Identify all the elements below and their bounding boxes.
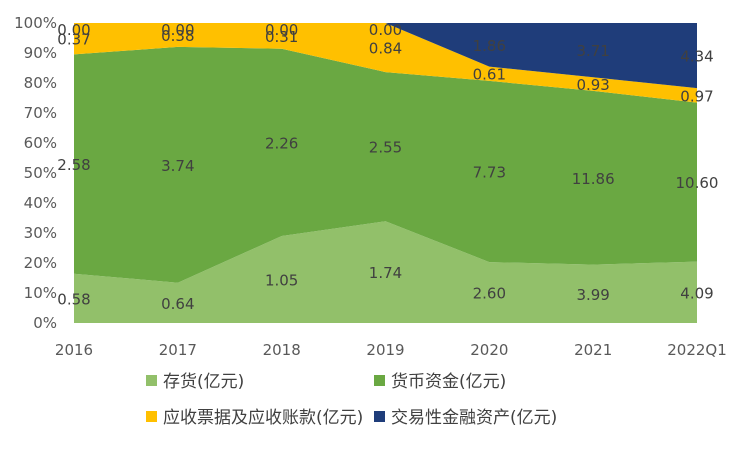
data-label: 2.60 bbox=[473, 285, 506, 303]
data-label: 11.86 bbox=[572, 170, 615, 188]
area-series-2 bbox=[74, 46, 697, 283]
y-tick-label: 0% bbox=[33, 314, 57, 332]
x-tick-label: 2022Q1 bbox=[667, 341, 727, 359]
data-label: 1.86 bbox=[473, 37, 506, 55]
y-tick-label: 10% bbox=[24, 284, 57, 302]
legend-label: 存货(亿元) bbox=[163, 372, 244, 392]
data-label: 7.73 bbox=[473, 163, 506, 181]
x-tick-label: 2021 bbox=[574, 341, 612, 359]
data-label: 2.58 bbox=[57, 156, 90, 174]
legend-label: 应收票据及应收账款(亿元) bbox=[163, 408, 363, 428]
y-tick-label: 20% bbox=[24, 254, 57, 272]
y-tick-label: 50% bbox=[24, 164, 57, 182]
data-label: 0.00 bbox=[265, 21, 298, 39]
y-axis: 0% 10% 20% 30% 40% 50% 60% 70% 80% 90% 100% bbox=[14, 14, 57, 332]
x-tick-label: 2019 bbox=[366, 341, 404, 359]
y-tick-label: 60% bbox=[24, 134, 57, 152]
data-label: 0.37 bbox=[57, 31, 90, 49]
legend: 存货(亿元) 货币资金(亿元) 应收票据及应收账款(亿元) 交易性金融资产(亿元) bbox=[146, 372, 557, 428]
data-label: 4.34 bbox=[680, 48, 713, 66]
data-labels: 0.58 0.64 1.05 1.74 2.60 3.99 4.09 2.58 3.74 2.26… bbox=[57, 21, 718, 313]
data-label: 3.99 bbox=[576, 286, 609, 304]
data-label: 10.60 bbox=[676, 174, 719, 192]
data-label: 0.00 bbox=[161, 21, 194, 39]
y-tick-label: 70% bbox=[24, 104, 57, 122]
y-tick-label: 90% bbox=[24, 44, 57, 62]
area-series-1 bbox=[74, 221, 697, 323]
x-tick-label: 2020 bbox=[470, 341, 508, 359]
legend-label: 货币资金(亿元) bbox=[391, 372, 506, 392]
data-label: 3.71 bbox=[576, 42, 609, 60]
area-series-4 bbox=[74, 23, 697, 89]
y-tick-label: 100% bbox=[14, 14, 57, 32]
y-tick-label: 30% bbox=[24, 224, 57, 242]
legend-swatch bbox=[374, 375, 385, 386]
data-label: 0.58 bbox=[57, 290, 90, 308]
data-label: 3.74 bbox=[161, 157, 194, 175]
data-label: 0.84 bbox=[369, 40, 402, 58]
data-label: 0.61 bbox=[473, 66, 506, 84]
data-label: 2.55 bbox=[369, 139, 402, 157]
data-label: 0.64 bbox=[161, 295, 194, 313]
x-tick-label: 2017 bbox=[159, 341, 197, 359]
data-label: 1.05 bbox=[265, 271, 298, 289]
data-label: 0.38 bbox=[161, 27, 194, 45]
data-label: 0.31 bbox=[265, 28, 298, 46]
data-label: 0.97 bbox=[680, 87, 713, 105]
data-label: 0.93 bbox=[576, 76, 609, 94]
x-axis: 2016 2017 2018 2019 2020 2021 2022Q1 bbox=[55, 341, 727, 359]
data-label: 4.09 bbox=[680, 284, 713, 302]
y-tick-label: 80% bbox=[24, 74, 57, 92]
y-tick-label: 40% bbox=[24, 194, 57, 212]
area-series-3 bbox=[74, 23, 697, 103]
data-label: 0.00 bbox=[57, 21, 90, 39]
x-tick-label: 2016 bbox=[55, 341, 93, 359]
data-label: 2.26 bbox=[265, 134, 298, 152]
data-label: 1.74 bbox=[369, 264, 402, 282]
legend-swatch bbox=[374, 411, 385, 422]
series-areas bbox=[74, 23, 697, 323]
x-tick-label: 2018 bbox=[263, 341, 301, 359]
legend-swatch bbox=[146, 375, 157, 386]
watermark-text: 百家号/享迎 bbox=[664, 422, 744, 440]
legend-swatch bbox=[146, 411, 157, 422]
legend-label: 交易性金融资产(亿元) bbox=[391, 408, 557, 428]
data-label: 0.00 bbox=[369, 21, 402, 39]
